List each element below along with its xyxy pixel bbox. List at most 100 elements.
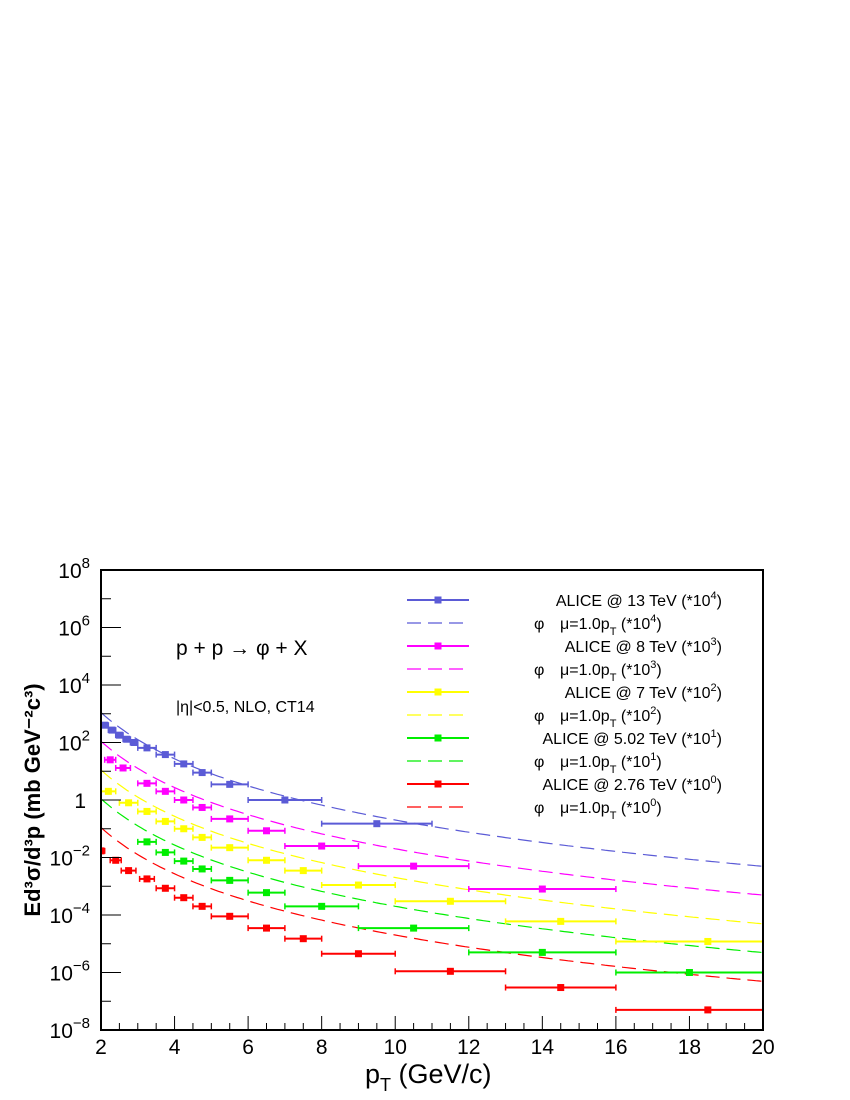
x-tick-label: 10 [384, 1036, 407, 1059]
data-point-series-2 [320, 881, 396, 889]
data-point-series-0 [129, 739, 139, 746]
x-tick-label: 20 [751, 1036, 774, 1059]
data-point-series-3 [615, 969, 763, 976]
x-axis-title: pT (GeV/c) [365, 1059, 492, 1095]
legend-entry-data-1: ALICE @ 8 TeV (*103) [407, 636, 722, 656]
data-point-series-2 [247, 856, 286, 864]
data-point-series-2 [615, 937, 763, 945]
data-point-series-3 [155, 848, 176, 856]
data-point-series-2 [101, 787, 117, 795]
y-axis-title: Ed³σ/d³p (mb GeV⁻²c³) [20, 683, 45, 916]
data-point-series-2 [155, 817, 176, 825]
data-point-series-0 [192, 769, 213, 777]
y-tick-label: 10−2 [50, 843, 90, 871]
y-tick-label: 102 [58, 728, 90, 756]
legend-entry-theory-1: φ μ=1.0pT (*103) [407, 659, 662, 684]
data-point-series-4 [394, 967, 507, 975]
data-point-series-2 [192, 833, 213, 841]
svg-text:ALICE @ 7 TeV (*102): ALICE @ 7 TeV (*102) [565, 682, 722, 702]
data-point-series-0 [122, 735, 132, 743]
x-tick-label: 14 [531, 1036, 555, 1059]
legend-entry-theory-3: φ μ=1.0pT (*101) [407, 751, 662, 776]
data-point-series-0 [173, 760, 194, 768]
data-point-series-3 [192, 865, 213, 873]
legend-entry-theory-4: φ μ=1.0pT (*100) [407, 797, 662, 822]
x-tick-label: 6 [242, 1036, 254, 1059]
data-point-series-4 [284, 935, 323, 943]
data-point-series-0 [320, 820, 433, 828]
data-point-series-1 [173, 796, 194, 804]
data-point-series-3 [173, 857, 194, 865]
svg-text:φ: φ [534, 800, 544, 817]
data-point-series-4 [120, 867, 137, 875]
data-point-series-1 [114, 764, 132, 772]
svg-text:μ=1.0pT (*101): μ=1.0pT (*101) [560, 751, 662, 776]
data-point-series-2 [394, 897, 507, 905]
data-point-series-4 [155, 884, 176, 892]
data-point-series-2 [210, 844, 249, 852]
data-point-series-2 [118, 799, 139, 807]
data-point-series-3 [210, 876, 249, 884]
data-point-series-1 [155, 787, 176, 795]
y-tick-label: 10−4 [50, 900, 90, 928]
data-point-series-2 [284, 867, 323, 875]
data-point-series-2 [137, 807, 157, 815]
data-point-series-3 [468, 948, 617, 956]
theory-curve-series-4 [101, 827, 763, 982]
legend-entry-theory-2: φ μ=1.0pT (*102) [407, 705, 662, 730]
x-tick-label: 16 [604, 1036, 627, 1059]
svg-text:φ: φ [534, 662, 544, 679]
data-point-series-4 [210, 912, 249, 920]
x-tick-label: 8 [316, 1036, 328, 1059]
svg-text:μ=1.0pT (*100): μ=1.0pT (*100) [560, 797, 662, 822]
data-point-series-3 [137, 838, 157, 846]
data-point-series-4 [109, 856, 122, 864]
data-point-series-3 [247, 889, 286, 897]
data-point-series-1 [247, 827, 286, 835]
data-point-series-1 [137, 779, 157, 787]
svg-text:ALICE @ 5.02 TeV (*101): ALICE @ 5.02 TeV (*101) [543, 728, 723, 748]
data-point-series-1 [210, 815, 249, 823]
data-point-series-4 [320, 950, 396, 958]
data-point-series-4 [192, 902, 213, 910]
data-point-series-4 [615, 1006, 763, 1014]
svg-text:φ: φ [534, 754, 544, 771]
data-point-series-3 [357, 924, 470, 932]
data-point-series-3 [284, 902, 360, 910]
data-point-series-0 [137, 744, 157, 752]
data-point-series-4 [101, 847, 106, 855]
y-tick-label: 106 [58, 613, 90, 641]
x-axis-title-main: p [365, 1059, 380, 1089]
y-tick-label: 1 [74, 790, 86, 813]
y-tick-label: 10−8 [50, 1015, 90, 1043]
svg-text:φ: φ [534, 616, 544, 633]
data-point-series-1 [103, 756, 117, 764]
data-point-series-4 [504, 984, 617, 992]
data-point-series-0 [101, 721, 110, 729]
theory-curve-series-2 [101, 769, 763, 925]
svg-text:φ: φ [534, 708, 544, 725]
data-points [101, 721, 763, 1014]
theory-curve-series-1 [101, 740, 763, 896]
data-point-series-1 [468, 885, 617, 893]
legend-entry-data-0: ALICE @ 13 TeV (*104) [407, 590, 722, 610]
svg-text:μ=1.0pT (*102): μ=1.0pT (*102) [560, 705, 662, 730]
legend-entry-data-3: ALICE @ 5.02 TeV (*101) [407, 728, 722, 748]
legend-entry-data-4: ALICE @ 2.76 TeV (*100) [407, 774, 722, 794]
y-tick-label: 10−6 [50, 958, 90, 986]
data-point-series-2 [173, 825, 194, 833]
svg-text:ALICE @ 8 TeV (*103): ALICE @ 8 TeV (*103) [565, 636, 722, 656]
data-point-series-4 [173, 894, 194, 902]
data-point-series-0 [155, 751, 176, 759]
legend-entry-data-2: ALICE @ 7 TeV (*102) [407, 682, 722, 702]
data-point-series-0 [210, 780, 249, 788]
data-point-series-4 [138, 875, 156, 883]
x-tick-label: 4 [169, 1036, 181, 1059]
svg-text:ALICE @ 2.76 TeV (*100): ALICE @ 2.76 TeV (*100) [543, 774, 723, 794]
x-axis-title-rest: (GeV/c) [391, 1059, 492, 1089]
annotation-cuts: |η|<0.5, NLO, CT14 [176, 699, 315, 716]
y-tick-label: 108 [58, 555, 90, 583]
data-point-series-2 [504, 917, 617, 925]
data-point-series-1 [357, 862, 470, 870]
annotation-process: p + p → φ + X [176, 637, 308, 660]
